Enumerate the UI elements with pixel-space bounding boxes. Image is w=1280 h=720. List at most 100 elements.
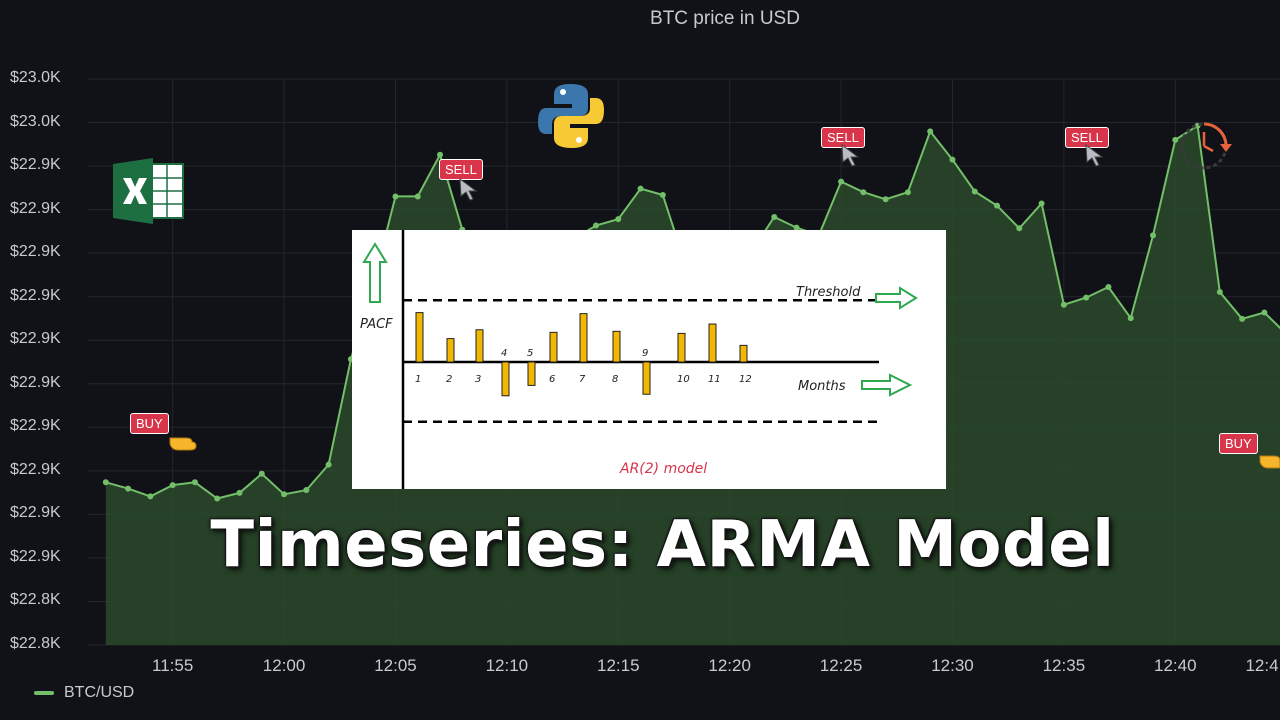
price-point — [1127, 315, 1134, 322]
x-tick-label: 12:35 — [1042, 656, 1086, 675]
price-point — [637, 185, 644, 192]
price-point — [1038, 200, 1045, 207]
price-point — [236, 489, 243, 496]
price-point — [592, 222, 599, 229]
y-tick-label: $23.0K — [10, 112, 61, 130]
x-tick-label: 12:30 — [931, 656, 974, 675]
price-point — [258, 470, 265, 477]
price-point — [169, 482, 176, 489]
price-point — [949, 156, 956, 163]
price-point — [927, 128, 934, 135]
x-tick-label: 11:55 — [152, 656, 194, 675]
pacf-lag-label: 5 — [527, 348, 533, 359]
price-point — [659, 192, 666, 199]
clock-history-icon — [1180, 122, 1232, 170]
pacf-bar — [612, 330, 621, 363]
pacf-lag-label: 4 — [501, 348, 507, 359]
price-point — [971, 188, 978, 195]
pacf-bar — [475, 329, 484, 363]
price-point — [1016, 225, 1023, 232]
price-point — [1083, 294, 1090, 301]
y-tick-label: $22.9K — [10, 504, 61, 522]
price-point — [147, 493, 154, 500]
months-label: Months — [798, 379, 846, 394]
buy-tag: BUY — [1219, 433, 1258, 454]
y-tick-label: $22.9K — [10, 243, 61, 261]
pacf-bar — [501, 361, 510, 397]
x-tick-label: 12:25 — [819, 656, 863, 675]
price-point — [1150, 232, 1157, 239]
price-point — [860, 189, 867, 196]
price-point — [793, 224, 800, 231]
price-point — [838, 178, 845, 185]
price-point — [214, 495, 221, 502]
price-point — [615, 216, 622, 223]
price-point — [191, 479, 198, 486]
pacf-lag-label: 7 — [579, 374, 586, 385]
pacf-bar — [549, 331, 558, 363]
price-point — [303, 487, 310, 494]
x-tick-label: 12:10 — [485, 656, 529, 675]
price-point — [437, 151, 444, 158]
y-tick-label: $22.9K — [10, 460, 61, 478]
price-point — [414, 193, 421, 200]
price-point — [102, 479, 109, 486]
x-tick-label: 12:20 — [708, 656, 751, 675]
price-point — [904, 189, 911, 196]
pacf-bar — [642, 361, 651, 395]
price-point — [1216, 288, 1223, 295]
model-label: AR(2) model — [619, 461, 707, 477]
y-tick-label: $22.9K — [10, 373, 61, 391]
pacf-lag-label: 3 — [475, 374, 481, 385]
x-tick-label: 12:4 — [1245, 656, 1279, 675]
y-tick-label: $22.9K — [10, 330, 61, 348]
price-point — [325, 461, 332, 468]
price-point — [1261, 309, 1268, 316]
pacf-bar — [677, 332, 686, 363]
price-point — [281, 491, 288, 498]
price-point — [1105, 284, 1112, 291]
python-logo-icon — [538, 84, 604, 148]
pacf-inset: 1 2 3 4 5 6 7 8 9 10 11 12 PACF Threshold Months AR… — [352, 230, 946, 489]
pacf-lag-label: 10 — [677, 374, 690, 385]
threshold-label: Threshold — [796, 285, 861, 300]
legend-swatch — [34, 691, 54, 695]
x-tick-label: 12:00 — [262, 656, 306, 675]
cursor-arrow-icon — [841, 143, 860, 167]
y-tick-label: $22.9K — [10, 199, 61, 217]
pointing-hand-icon — [1259, 455, 1280, 469]
y-tick-label: $22.9K — [10, 156, 61, 174]
chart-title: BTC price in USD — [650, 8, 800, 29]
overlay-title: Timeseries: ARMA Model — [210, 508, 1115, 582]
pacf-lag-label: 1 — [415, 374, 421, 385]
price-point — [125, 485, 132, 492]
pacf-bar — [708, 323, 717, 363]
x-tick-label: 12:40 — [1154, 656, 1197, 675]
pacf-bar — [446, 338, 455, 363]
y-tick-label: $22.8K — [10, 591, 61, 609]
legend-label: BTC/USD — [64, 684, 135, 701]
pacf-bar — [527, 361, 536, 386]
pacf-bar — [579, 313, 588, 363]
y-tick-label: $22.9K — [10, 547, 61, 565]
pacf-lag-label: 8 — [612, 374, 618, 385]
price-point — [392, 193, 399, 200]
price-point — [1060, 301, 1067, 308]
y-tick-label: $23.0K — [10, 69, 61, 86]
buy-tag: BUY — [130, 413, 169, 434]
y-tick-label: $22.9K — [10, 417, 61, 435]
cursor-arrow-icon — [1085, 143, 1104, 167]
x-tick-label: 12:15 — [596, 656, 640, 675]
pacf-bar — [739, 344, 748, 363]
pacf-bar — [415, 312, 424, 363]
price-point — [771, 213, 778, 220]
price-point — [882, 196, 889, 203]
pacf-ylabel: PACF — [360, 317, 393, 332]
x-tick-label: 12:05 — [374, 656, 417, 675]
pacf-lag-label: 12 — [739, 374, 752, 385]
excel-logo-icon — [113, 158, 184, 224]
pacf-lag-label: 6 — [549, 374, 555, 385]
